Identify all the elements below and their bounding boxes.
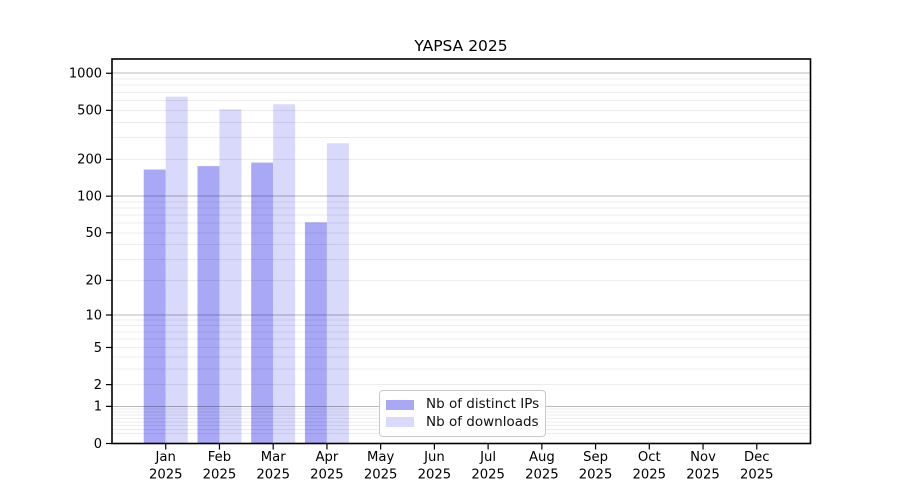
x-tick-label-month: Apr [316, 450, 339, 465]
x-tick-label-month: Aug [529, 450, 555, 465]
x-tick-label-month: Jul [479, 450, 496, 465]
x-tick-label-year: 2025 [418, 468, 452, 483]
plot-border [111, 58, 812, 445]
x-tick-label-year: 2025 [579, 468, 613, 483]
x-tick-label-year: 2025 [149, 468, 183, 483]
bar-distinct-ips-jan [143, 169, 166, 444]
bar-distinct-ips-feb [197, 166, 220, 444]
x-tick-label-year: 2025 [633, 468, 667, 483]
legend-label-distinct-ips: Nb of distinct IPs [426, 396, 540, 412]
x-tick-label-month: Nov [690, 450, 716, 465]
x-tick-label-year: 2025 [686, 468, 720, 483]
y-tick-label: 200 [77, 153, 102, 168]
bar-downloads-mar [273, 104, 296, 444]
legend-item-downloads: Nb of downloads [386, 413, 539, 430]
x-tick-label-month: Mar [261, 450, 286, 465]
bars-layer [143, 96, 349, 444]
y-tick-label: 50 [85, 226, 102, 241]
x-tick-label-year: 2025 [740, 468, 774, 483]
legend-swatch-downloads [386, 417, 414, 428]
chart-title: YAPSA 2025 [413, 37, 507, 55]
legend-item-distinct-ips: Nb of distinct IPs [386, 396, 540, 412]
legend-swatch-distinct-ips [386, 399, 414, 410]
legend-label-downloads: Nb of downloads [426, 413, 539, 430]
y-tick-label: 10 [85, 308, 102, 323]
bar-distinct-ips-mar [251, 162, 274, 444]
x-tick-label-month: Jun [423, 450, 445, 465]
x-tick-label-month: Jan [155, 450, 176, 465]
y-tick-label: 500 [77, 104, 102, 119]
x-tick-label-year: 2025 [256, 468, 290, 483]
y-tick-label: 1000 [69, 67, 102, 82]
x-tick-label-month: Oct [638, 450, 661, 465]
bar-distinct-ips-apr [304, 222, 327, 444]
y-tick-label: 100 [77, 189, 102, 204]
x-tick-label-year: 2025 [364, 468, 398, 483]
bar-downloads-apr [326, 143, 349, 444]
y-tick-label: 20 [85, 274, 102, 289]
y-tick-label: 5 [94, 341, 102, 356]
legend: Nb of distinct IPs Nb of downloads [379, 390, 546, 437]
bar-downloads-jan [165, 96, 188, 444]
y-tick-label: 1 [94, 400, 102, 415]
axes-layer: 0 1 2 5 10 20 50 100 200 500 1000 Jan 2025 Feb 2025 Mar… [69, 58, 812, 483]
x-tick-label-month: May [367, 450, 394, 465]
x-tick-label-year: 2025 [203, 468, 237, 483]
x-tick-label-year: 2025 [310, 468, 344, 483]
y-tick-label: 0 [94, 437, 102, 452]
x-tick-label-month: Sep [583, 450, 608, 465]
x-tick-label-year: 2025 [471, 468, 505, 483]
x-tick-label-month: Dec [744, 450, 770, 465]
x-tick-label-year: 2025 [525, 468, 559, 483]
x-tick-label-month: Feb [208, 450, 231, 465]
bar-downloads-feb [219, 109, 242, 444]
y-tick-label: 2 [94, 378, 102, 393]
